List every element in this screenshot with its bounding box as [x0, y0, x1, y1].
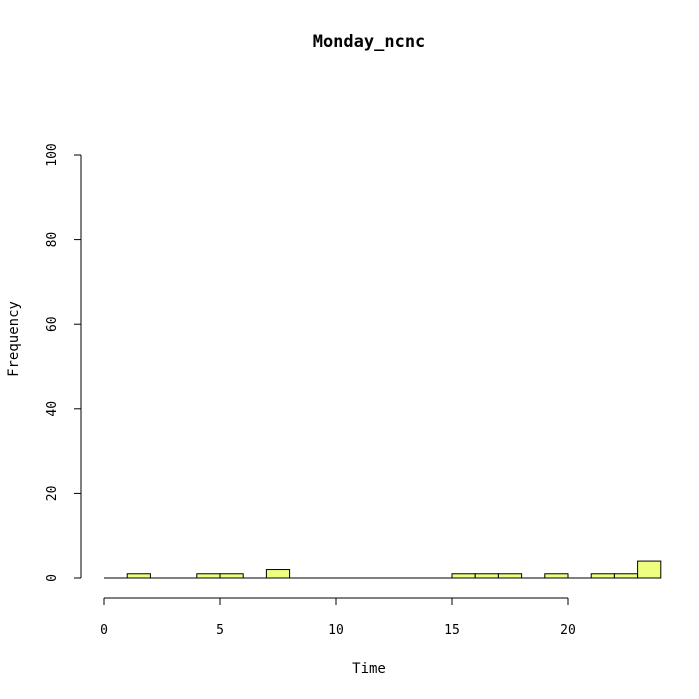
y-tick-label: 40: [45, 401, 60, 417]
y-axis-label: Frequency: [6, 301, 22, 377]
x-axis: 0 5 10 15 20: [100, 597, 576, 638]
histogram-bar: [497, 573, 523, 579]
histogram-bars: [126, 560, 662, 579]
histogram-bar: [613, 573, 639, 579]
y-tick-label: 100: [45, 143, 60, 166]
x-tick-label: 5: [216, 623, 224, 638]
histogram-bar: [544, 573, 569, 579]
histogram-bar: [637, 560, 662, 579]
histogram-bar: [126, 573, 151, 579]
histogram-bar: [451, 573, 476, 579]
x-tick-label: 10: [328, 623, 344, 638]
chart-title: Monday_ncnc: [313, 32, 426, 52]
y-tick-label: 80: [45, 232, 60, 248]
histogram-bar: [196, 573, 221, 579]
x-tick-label: 20: [560, 623, 576, 638]
x-tick-label: 15: [444, 623, 460, 638]
y-axis: 0 20 40 60 80 100: [45, 143, 82, 582]
y-tick-label: 20: [45, 486, 60, 502]
x-tick-label: 0: [100, 623, 108, 638]
histogram-bar: [265, 569, 291, 579]
histogram-bar: [590, 573, 615, 579]
x-axis-label: Time: [352, 661, 386, 677]
y-tick-label: 60: [45, 316, 60, 332]
histogram-bar: [474, 573, 499, 579]
y-tick-label: 0: [45, 574, 60, 582]
histogram-bar: [219, 573, 244, 579]
